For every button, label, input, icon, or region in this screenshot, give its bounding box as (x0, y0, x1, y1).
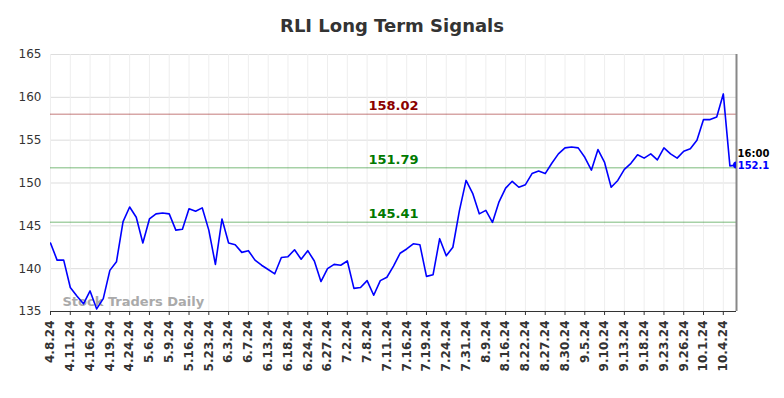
svg-text:9.18.24: 9.18.24 (637, 321, 651, 372)
svg-text:9.26.24: 9.26.24 (677, 321, 691, 372)
svg-text:6.3.24: 6.3.24 (221, 321, 235, 364)
svg-text:4.24.24: 4.24.24 (122, 321, 136, 372)
svg-text:7.31.24: 7.31.24 (459, 321, 473, 372)
svg-text:135: 135 (19, 304, 42, 318)
svg-text:152.1: 152.1 (738, 160, 770, 171)
svg-text:5.6.24: 5.6.24 (142, 321, 156, 364)
svg-text:8.30.24: 8.30.24 (558, 321, 572, 372)
svg-text:8.9.24: 8.9.24 (479, 321, 493, 364)
svg-text:150: 150 (19, 176, 42, 190)
svg-text:5.9.24: 5.9.24 (162, 321, 176, 364)
svg-text:9.10.24: 9.10.24 (597, 321, 611, 372)
svg-text:165: 165 (19, 47, 42, 61)
svg-text:9.5.24: 9.5.24 (578, 321, 592, 364)
svg-text:160: 160 (19, 90, 42, 104)
svg-text:4.16.24: 4.16.24 (83, 321, 97, 372)
svg-text:7.24.24: 7.24.24 (439, 321, 453, 372)
svg-text:10.1.24: 10.1.24 (696, 321, 710, 372)
svg-text:158.02: 158.02 (368, 98, 418, 113)
svg-text:10.4.24: 10.4.24 (716, 321, 730, 372)
svg-text:7.11.24: 7.11.24 (380, 321, 394, 372)
svg-text:7.2.24: 7.2.24 (340, 321, 354, 364)
svg-text:9.23.24: 9.23.24 (657, 321, 671, 372)
svg-text:145: 145 (19, 219, 42, 233)
html-text:RLI Long Term Signals: RLI Long Term Signals (280, 15, 504, 36)
svg-text:9.13.24: 9.13.24 (617, 321, 631, 372)
svg-text:6.27.24: 6.27.24 (320, 321, 334, 372)
svg-text:6.18.24: 6.18.24 (281, 321, 295, 372)
svg-text:Stock Traders Daily: Stock Traders Daily (63, 294, 205, 309)
svg-text:6.24.24: 6.24.24 (301, 321, 315, 372)
svg-text:5.16.24: 5.16.24 (182, 321, 196, 372)
svg-text:4.19.24: 4.19.24 (103, 321, 117, 372)
svg-text:7.19.24: 7.19.24 (419, 321, 433, 372)
svg-text:6.7.24: 6.7.24 (241, 321, 255, 364)
svg-text:7.16.24: 7.16.24 (400, 321, 414, 372)
svg-text:16:00: 16:00 (738, 148, 770, 159)
svg-text:6.13.24: 6.13.24 (261, 321, 275, 372)
svg-text:155: 155 (19, 133, 42, 147)
svg-text:8.16.24: 8.16.24 (498, 321, 512, 372)
svg-text:5.23.24: 5.23.24 (202, 321, 216, 372)
svg-text:4.11.24: 4.11.24 (63, 321, 77, 372)
svg-text:145.41: 145.41 (368, 206, 418, 221)
svg-text:151.79: 151.79 (368, 152, 418, 167)
svg-text:8.27.24: 8.27.24 (538, 321, 552, 372)
svg-text:8.22.24: 8.22.24 (518, 321, 532, 372)
svg-text:7.8.24: 7.8.24 (360, 321, 374, 364)
svg-text:4.8.24: 4.8.24 (43, 321, 57, 364)
svg-text:140: 140 (19, 262, 42, 276)
